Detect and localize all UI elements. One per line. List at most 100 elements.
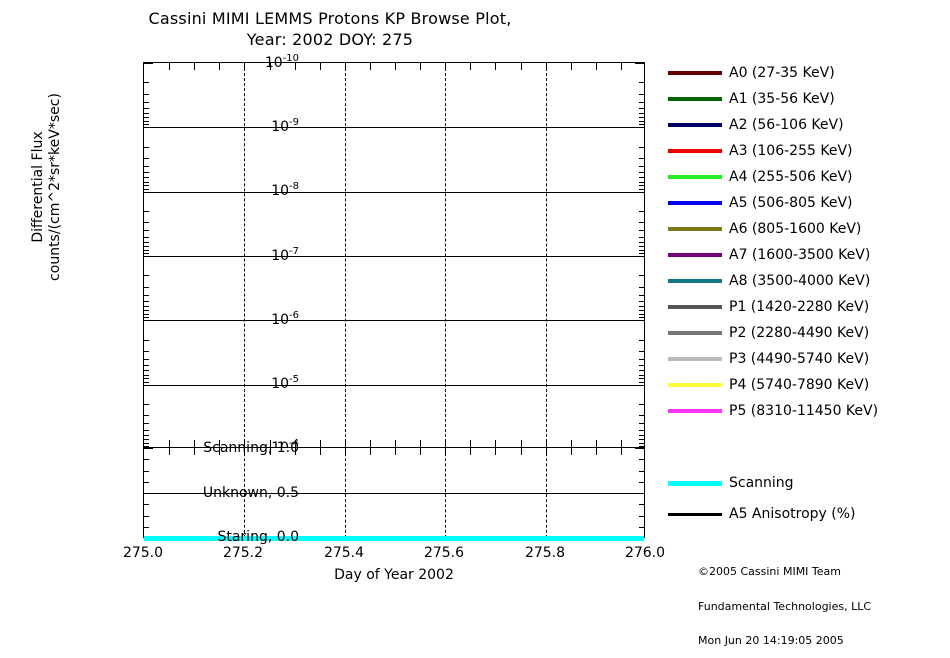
- x-axis-tick: [445, 63, 447, 70]
- y-tick-label: 10-6: [271, 310, 299, 328]
- x-axis-tick: [420, 440, 422, 447]
- scan-axis-minor-tick: [639, 526, 644, 528]
- y-axis-minor-tick: [639, 365, 644, 367]
- y-tick-label: 10-7: [271, 246, 299, 264]
- y-axis-minor-tick: [639, 378, 644, 380]
- y-axis-minor-tick: [144, 314, 149, 316]
- x-axis-tick: [369, 440, 371, 447]
- scan-axis-minor-tick: [639, 459, 644, 461]
- scan-axis-tick: [144, 448, 153, 449]
- y-tick-exponent: -9: [289, 117, 299, 129]
- legend-color-swatch: [668, 149, 722, 153]
- y-axis-minor-tick: [144, 82, 149, 84]
- legend-item[interactable]: A1 (35-56 KeV): [668, 86, 943, 112]
- x-axis-tick: [194, 440, 196, 447]
- legend-item-label: A1 (35-56 KeV): [729, 91, 835, 107]
- legend-secondary-item[interactable]: A5 Anisotropy (%): [668, 499, 943, 530]
- x-axis-tick: [319, 440, 321, 447]
- scan-x-tick: [319, 448, 321, 455]
- y-axis-minor-tick: [144, 124, 149, 126]
- y-axis-minor-tick: [639, 300, 644, 302]
- title-line-1: Cassini MIMI LEMMS Protons KP Browse Plo…: [148, 9, 512, 28]
- x-axis-tick: [169, 440, 171, 447]
- y-axis-major-tick: [144, 320, 153, 322]
- x-axis-tick: [395, 63, 396, 70]
- x-tick-label: 275.0: [122, 545, 164, 561]
- y-axis-minor-tick: [144, 365, 149, 367]
- legend-item[interactable]: A6 (805-1600 KeV): [668, 216, 943, 242]
- legend-item[interactable]: A4 (255-506 KeV): [668, 164, 943, 190]
- legend-item[interactable]: P4 (5740-7890 KeV): [668, 372, 943, 398]
- legend-item[interactable]: A0 (27-35 KeV): [668, 60, 943, 86]
- y-axis-minor-tick: [639, 113, 644, 115]
- y-axis-minor-tick: [639, 415, 644, 417]
- y-axis-minor-tick: [144, 222, 149, 224]
- y-axis-minor-tick: [639, 211, 644, 213]
- legend-secondary-label: A5 Anisotropy (%): [729, 506, 856, 522]
- legend-color-swatch: [668, 331, 722, 335]
- legend-item[interactable]: P5 (8310-11450 KeV): [668, 398, 943, 424]
- y-tick-label: 10-10: [264, 53, 299, 71]
- x-axis-tick: [570, 63, 572, 70]
- y-tick-label: 10-8: [271, 181, 299, 199]
- y-axis-title-line-1: Differential Flux: [30, 131, 46, 243]
- credit-block: ©2005 Cassini MIMI Team Fundamental Tech…: [698, 543, 871, 658]
- legend-item-label: P3 (4490-5740 KeV): [729, 351, 870, 367]
- y-axis-minor-tick: [639, 339, 644, 341]
- legend-item[interactable]: A8 (3500-4000 KeV): [668, 268, 943, 294]
- legend-item[interactable]: A7 (1600-3500 KeV): [668, 242, 943, 268]
- x-axis-tick: [194, 63, 196, 70]
- y-axis-minor-tick: [639, 404, 644, 406]
- scan-x-tick: [570, 448, 572, 455]
- y-axis-major-tick: [144, 127, 153, 129]
- y-axis-minor-tick: [144, 378, 149, 380]
- scan-axis-minor-tick: [639, 504, 644, 506]
- scan-tick-label-staring: Staring, 0.0: [217, 529, 299, 545]
- legend-item[interactable]: P1 (1420-2280 KeV): [668, 294, 943, 320]
- y-axis-minor-tick: [639, 107, 644, 109]
- vertical-gridline: [244, 63, 246, 447]
- x-axis-tick: [495, 63, 497, 70]
- legend-item[interactable]: A3 (106-255 KeV): [668, 138, 943, 164]
- y-axis-minor-tick: [639, 370, 644, 372]
- x-axis-tick: [294, 63, 296, 70]
- y-axis-minor-tick: [639, 236, 644, 238]
- legend-color-swatch: [668, 513, 722, 516]
- legend-item-label: A8 (3500-4000 KeV): [729, 273, 871, 289]
- y-axis-minor-tick: [144, 113, 149, 115]
- y-axis-minor-tick: [144, 185, 149, 187]
- y-axis-minor-tick: [639, 121, 644, 123]
- legend-item-label: A5 (506-805 KeV): [729, 195, 853, 211]
- legend-secondary: Scanning A5 Anisotropy (%): [668, 468, 943, 530]
- y-axis-minor-tick: [639, 246, 644, 248]
- y-axis-title-line-2: counts/(cm^2*sr*keV*sec): [47, 93, 63, 281]
- x-axis-tick: [445, 440, 447, 447]
- legend-item-label: P4 (5740-7890 KeV): [729, 377, 870, 393]
- x-axis-tick: [570, 440, 572, 447]
- x-axis-tick: [219, 440, 221, 447]
- y-axis-minor-tick: [144, 294, 149, 296]
- scan-x-tick: [445, 448, 447, 455]
- y-axis-minor-tick: [144, 275, 149, 277]
- y-axis-major-tick: [635, 63, 644, 64]
- legend-secondary-item[interactable]: Scanning: [668, 468, 943, 499]
- scan-x-tick: [369, 448, 371, 455]
- y-axis-minor-tick: [144, 146, 149, 148]
- legend-item[interactable]: A2 (56-106 KeV): [668, 112, 943, 138]
- scan-axis-minor-tick: [144, 481, 149, 483]
- legend-color-swatch: [668, 481, 722, 486]
- legend-item[interactable]: P3 (4490-5740 KeV): [668, 346, 943, 372]
- scan-x-tick: [294, 448, 296, 455]
- legend-item[interactable]: A5 (506-805 KeV): [668, 190, 943, 216]
- x-tick-label: 275.2: [222, 545, 264, 561]
- y-axis-minor-tick: [144, 286, 149, 288]
- x-axis-title: Day of Year 2002: [334, 567, 454, 583]
- x-tick-label: 275.6: [423, 545, 465, 561]
- y-axis-minor-tick: [144, 404, 149, 406]
- scan-vertical-gridline: [244, 448, 246, 538]
- x-axis-tick: [620, 63, 622, 70]
- legend-item[interactable]: P2 (2280-4490 KeV): [668, 320, 943, 346]
- scan-x-tick: [495, 448, 497, 455]
- legend-color-swatch: [668, 253, 722, 257]
- x-axis-tick: [219, 63, 221, 70]
